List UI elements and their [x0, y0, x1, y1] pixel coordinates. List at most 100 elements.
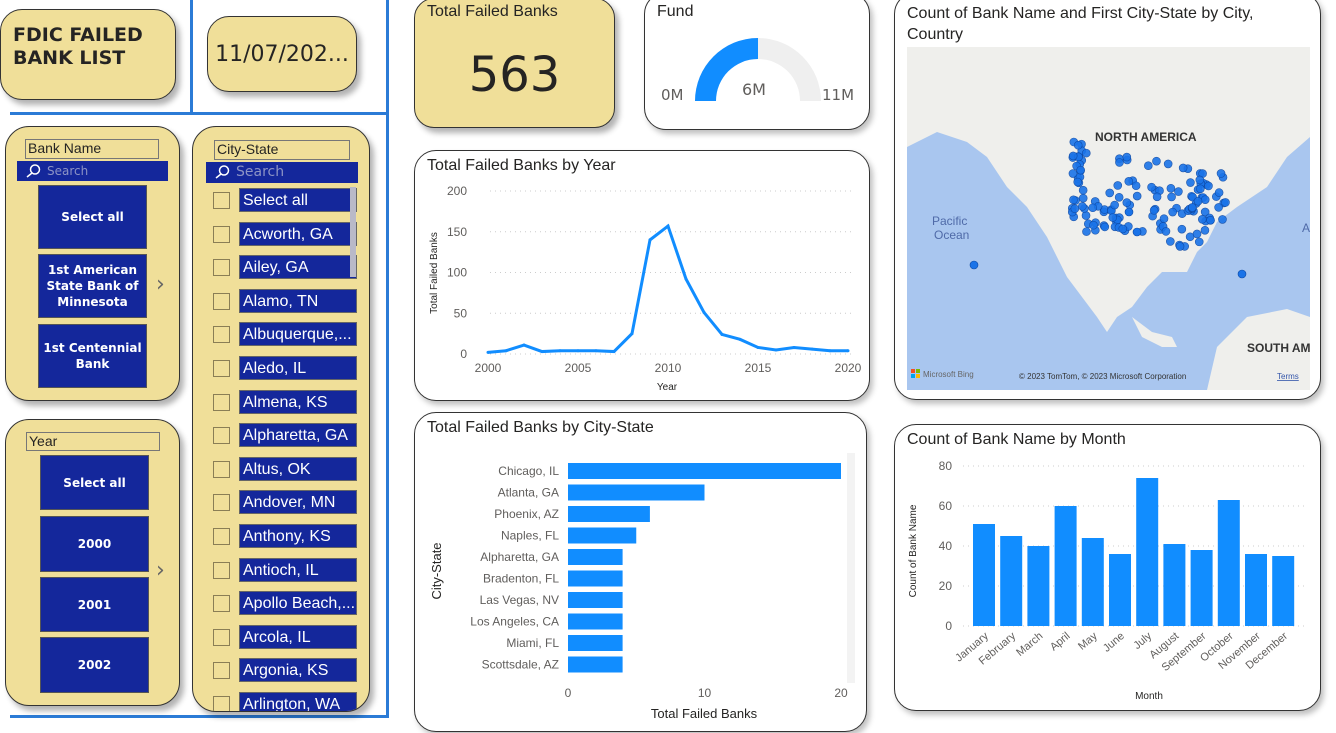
- map-point: [1105, 188, 1115, 198]
- map-canvas: NORTH AMERICA Pacific Ocean At SOUTH AMI…: [907, 47, 1310, 390]
- city-option-label: Aledo, IL: [239, 356, 357, 380]
- slicer-tile[interactable]: 1st Centennial Bank: [38, 324, 147, 388]
- data-point: [720, 332, 724, 336]
- map-point: [1200, 195, 1210, 204]
- map-point: [1118, 224, 1128, 234]
- landmass: [1132, 317, 1177, 347]
- checkbox[interactable]: [213, 225, 230, 243]
- fund-gauge-card: Fund 0M 6M 11M: [644, 0, 870, 130]
- divider: [10, 112, 389, 115]
- city-option-label: Albuquerque,...: [239, 322, 357, 347]
- x-tick-label: March: [1014, 630, 1045, 659]
- map-point: [1110, 200, 1119, 210]
- checkbox[interactable]: [213, 192, 230, 209]
- map[interactable]: NORTH AMERICA Pacific Ocean At SOUTH AMI…: [907, 47, 1310, 390]
- category-label: Miami, FL: [506, 636, 559, 650]
- bar: [1272, 556, 1295, 626]
- bar: [973, 524, 995, 626]
- bar: [1163, 544, 1186, 626]
- map-point: [1144, 161, 1153, 171]
- slicer-tile[interactable]: Select all: [40, 455, 149, 510]
- checkbox[interactable]: [213, 259, 230, 277]
- checkbox[interactable]: [213, 360, 230, 377]
- city-option-label: Arlington, WA: [239, 692, 357, 711]
- checkbox[interactable]: [213, 662, 230, 680]
- bar: [1027, 546, 1050, 626]
- map-point: [1200, 207, 1210, 217]
- category-label: Atlanta, GA: [498, 486, 559, 500]
- map-point: [1221, 198, 1230, 207]
- map-point: [1069, 195, 1078, 205]
- city-option-label: Arcola, IL: [239, 624, 357, 649]
- map-point: [1068, 151, 1078, 161]
- data-point: [738, 337, 742, 341]
- month-bar-chart-card: Count of Bank Name by Month 0 20 40 60 80 Jan…: [894, 424, 1321, 711]
- checkbox[interactable]: [213, 326, 230, 344]
- slicer-header: Year: [26, 432, 160, 451]
- city-option-label: Apollo Beach,...: [239, 591, 357, 616]
- y-tick-label: 80: [939, 459, 953, 473]
- bar: [1245, 554, 1267, 626]
- map-points: [969, 137, 1247, 279]
- checkbox[interactable]: [213, 528, 230, 545]
- gauge-max: 11M: [822, 86, 855, 104]
- slicer-tile[interactable]: 2000: [40, 516, 149, 572]
- checkbox[interactable]: [213, 427, 230, 445]
- search-placeholder: Search: [47, 164, 89, 178]
- bar: [568, 656, 623, 673]
- map-point: [1124, 177, 1134, 186]
- map-point: [969, 260, 979, 270]
- bing-logo-icon: [911, 374, 915, 378]
- map-point: [1168, 207, 1177, 217]
- checkbox[interactable]: [213, 628, 230, 646]
- title-line: BANK LIST: [13, 47, 126, 69]
- bar: [568, 592, 623, 608]
- search-input[interactable]: Search: [206, 162, 358, 183]
- page-title: FDIC FAILED BANK LIST: [13, 24, 143, 70]
- x-tick-label: May: [1076, 630, 1100, 653]
- map-copyright: © 2023 TomTom, © 2023 Microsoft Corporat…: [1019, 372, 1186, 381]
- slicer-tile[interactable]: 2002: [40, 637, 149, 693]
- chevron-right-icon[interactable]: ›: [156, 272, 165, 297]
- city-option-label: Anthony, KS: [239, 524, 357, 548]
- bar: [568, 570, 623, 587]
- checkbox[interactable]: [213, 561, 230, 579]
- category-label: Bradenton, FL: [483, 572, 559, 586]
- map-label: Ocean: [934, 228, 969, 242]
- slicer-tile[interactable]: Select all: [38, 185, 147, 249]
- map-point: [1076, 165, 1085, 175]
- slicer-tile[interactable]: 1st American State Bank of Minnesota: [38, 254, 147, 318]
- slicer-tile[interactable]: 2001: [40, 577, 149, 632]
- map-point: [1214, 203, 1223, 212]
- bar: [1190, 550, 1213, 626]
- checkbox[interactable]: [213, 494, 230, 512]
- checkbox[interactable]: [213, 292, 230, 310]
- city-option-label: Alamo, TN: [239, 288, 357, 313]
- map-point: [1216, 169, 1226, 178]
- scrollbar[interactable]: [350, 187, 356, 277]
- search-input[interactable]: Search: [17, 161, 168, 181]
- checkbox[interactable]: [213, 696, 230, 711]
- map-point: [1206, 215, 1215, 225]
- map-point: [1114, 192, 1124, 202]
- checkbox[interactable]: [213, 460, 230, 478]
- map-point: [1175, 242, 1185, 251]
- chevron-right-icon[interactable]: ›: [156, 558, 165, 583]
- checkbox[interactable]: [213, 393, 230, 411]
- data-point: [504, 349, 508, 353]
- map-point: [1161, 227, 1171, 236]
- category-label: Las Vegas, NV: [480, 593, 559, 607]
- bar: [1109, 554, 1131, 626]
- x-tick-label: 2000: [475, 361, 502, 375]
- city-option-label: Almena, KS: [239, 389, 357, 414]
- map-point: [1177, 224, 1187, 234]
- kpi-card: Total Failed Banks 563: [414, 0, 615, 128]
- checkbox[interactable]: [213, 595, 230, 613]
- x-tick-label: 20: [834, 686, 848, 700]
- city-bar-chart: Chicago, IL Atlanta, GA Phoenix, AZ Naples,…: [429, 453, 855, 721]
- map-point: [1081, 211, 1091, 220]
- map-point: [1237, 269, 1247, 279]
- terms-link[interactable]: Terms: [1277, 372, 1299, 381]
- city-option-label: Alpharetta, GA: [239, 423, 357, 448]
- map-point: [1073, 140, 1083, 150]
